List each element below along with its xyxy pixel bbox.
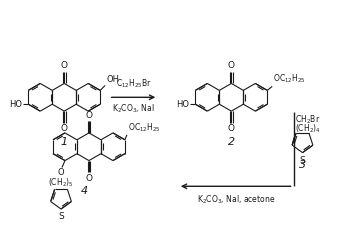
Text: O: O bbox=[61, 61, 68, 70]
Text: S: S bbox=[58, 212, 64, 221]
Text: (CH$_2$)$_5$: (CH$_2$)$_5$ bbox=[48, 176, 74, 189]
Text: HO: HO bbox=[9, 100, 22, 109]
Text: O: O bbox=[228, 61, 235, 70]
Text: O: O bbox=[61, 124, 68, 133]
Text: (CH$_2$)$_4$: (CH$_2$)$_4$ bbox=[295, 123, 321, 135]
Text: 4: 4 bbox=[80, 186, 88, 196]
Text: CH$_2$Br: CH$_2$Br bbox=[295, 114, 321, 126]
Text: HO: HO bbox=[176, 100, 189, 109]
Text: O: O bbox=[86, 111, 92, 120]
Text: 2: 2 bbox=[228, 137, 235, 147]
Text: O: O bbox=[86, 174, 92, 183]
Text: O: O bbox=[228, 124, 235, 133]
Text: OH: OH bbox=[106, 75, 119, 84]
Text: K$_2$CO$_3$, NaI: K$_2$CO$_3$, NaI bbox=[112, 102, 155, 115]
Text: 3: 3 bbox=[299, 160, 306, 170]
Text: OC$_{12}$H$_{25}$: OC$_{12}$H$_{25}$ bbox=[273, 73, 306, 85]
Text: O: O bbox=[58, 168, 64, 178]
Text: OC$_{12}$H$_{25}$: OC$_{12}$H$_{25}$ bbox=[128, 121, 160, 134]
Text: S: S bbox=[300, 156, 305, 165]
Text: C$_{12}$H$_{25}$Br: C$_{12}$H$_{25}$Br bbox=[116, 78, 151, 90]
Text: K$_2$CO$_3$, NaI, acetone: K$_2$CO$_3$, NaI, acetone bbox=[197, 193, 275, 206]
Text: 1: 1 bbox=[61, 137, 68, 147]
